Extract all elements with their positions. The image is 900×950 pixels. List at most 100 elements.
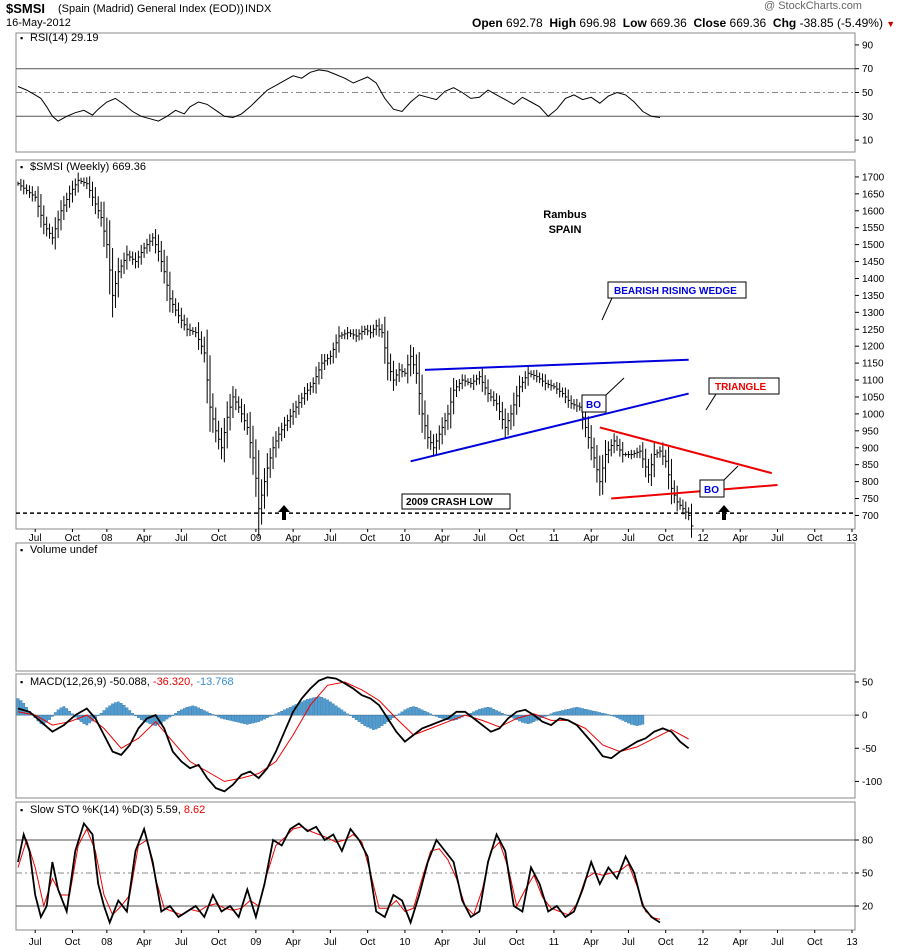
macd-histogram-bar — [426, 712, 430, 716]
date-axis-label: 11 — [549, 937, 560, 948]
macd-histogram-bar — [635, 714, 639, 726]
price-panel-frame — [15, 159, 856, 530]
sto-y-tick-label: 50 — [862, 869, 874, 880]
macd-histogram-bar — [566, 708, 570, 716]
macd-histogram-bar — [237, 714, 241, 723]
rsi-line — [17, 69, 661, 122]
macd-histogram-bar — [62, 706, 66, 716]
macd-histogram-bar — [188, 706, 192, 716]
macd-histogram-bar — [572, 707, 576, 716]
panel-toggle-icon: ▪ — [20, 33, 23, 43]
stockcharts-watermark: @ StockCharts.com — [764, 0, 862, 12]
date-axis-label: 13 — [846, 533, 858, 544]
macd-histogram-bar — [137, 714, 140, 718]
macd-histogram-bar — [314, 697, 318, 716]
macd-histogram-bar — [148, 714, 152, 724]
high-label: High — [549, 16, 577, 30]
date-axis-label: Oct — [211, 937, 227, 948]
macd-histogram-bar — [515, 714, 519, 720]
macd-histogram-bar — [526, 714, 530, 724]
macd-histogram-bar — [205, 711, 209, 716]
panel-toggle-icon: ▪ — [20, 805, 23, 815]
price-y-tick-label: 1300 — [862, 308, 885, 319]
macd-histogram-bar — [440, 714, 444, 719]
macd-histogram-bar — [131, 712, 134, 716]
macd-histogram-bar — [122, 705, 126, 716]
price-y-tick-label: 1550 — [862, 223, 885, 234]
price-y-tick-label: 1050 — [862, 392, 885, 403]
symbol: $SMSI — [6, 1, 46, 16]
bo2-label-box — [699, 479, 725, 498]
up-arrow-icon — [278, 505, 290, 520]
macd-histogram-bar — [202, 710, 206, 716]
close-label: Close — [693, 16, 727, 30]
macd-histogram-bar — [311, 697, 315, 716]
symbol-description: (Spain (Madrid) General Index (EOD)) — [58, 3, 244, 15]
bo1-label-box — [581, 394, 607, 413]
date-axis-label: Oct — [509, 533, 525, 544]
macd-histogram-bar — [389, 714, 392, 720]
triangle-lower-trendline — [611, 483, 778, 500]
macd-histogram-bar — [506, 714, 510, 716]
macd-histogram-bar — [584, 708, 587, 716]
macd-histogram-bar — [435, 714, 438, 717]
macd-histogram-bar — [228, 714, 232, 721]
price-y-tick-label: 1600 — [862, 206, 885, 217]
date-axis-label: Apr — [583, 533, 599, 544]
chg-value: -38.85 (-5.49%) — [799, 16, 883, 30]
date-axis: Jul Jul Oct Oct 08 08 Apr Apr Jul Jul Oct Oct 09 09 Ap… — [29, 529, 858, 948]
date-axis-label: Jul — [175, 937, 188, 948]
macd-histogram-bar — [283, 709, 286, 716]
macd-histogram-bar — [51, 714, 54, 717]
macd-histogram-bar — [604, 713, 607, 716]
macd-histogram-bar — [601, 712, 605, 716]
macd-histogram-bar — [624, 714, 627, 722]
date-axis-label: Jul — [622, 937, 635, 948]
macd-histogram-bar — [300, 701, 304, 716]
date-axis-label: Apr — [583, 937, 599, 948]
date-axis-label: Jul — [771, 533, 784, 544]
macd-histogram-bar — [177, 710, 180, 716]
rsi-y-tick-label: 50 — [862, 88, 874, 99]
rsi-y-tick-label: 70 — [862, 64, 874, 75]
macd-histogram-bar — [486, 707, 490, 716]
date-axis-label: 11 — [549, 533, 560, 544]
macd-histogram-bar — [200, 708, 203, 716]
macd-histogram-bar — [489, 707, 493, 716]
macd-histogram-bar — [372, 714, 375, 730]
macd-histogram-bar — [248, 714, 252, 724]
price-y-tick-label: 1150 — [862, 359, 884, 370]
macd-histogram-bar — [96, 714, 100, 716]
date-axis-label: Oct — [807, 533, 823, 544]
date-axis-label: Oct — [211, 533, 227, 544]
macd-histogram-bar — [564, 709, 567, 716]
macd-histogram-bar — [546, 714, 550, 716]
macd-histogram-bar — [168, 714, 172, 718]
macd-histogram-bar — [251, 714, 255, 724]
sto-d-value: 8.62 — [184, 804, 205, 816]
wedge-upper-trendline — [424, 358, 689, 371]
macd-histogram-bar — [334, 705, 338, 716]
macd-histogram-bar — [119, 703, 123, 716]
macd-histogram-bar — [99, 712, 103, 716]
macd-histogram-bar — [260, 714, 263, 721]
price-y-tick-label: 900 — [862, 443, 879, 454]
macd-histogram-bar — [102, 710, 106, 716]
date-axis-label: Jul — [324, 533, 337, 544]
date-axis-label: 09 — [250, 937, 262, 948]
stochastic-panel-frame — [15, 801, 856, 931]
macd-histogram-bar — [595, 711, 599, 716]
macd-histogram-bar — [492, 708, 496, 716]
macd-histogram-bar — [326, 699, 329, 716]
macd-panel-frame — [15, 673, 856, 799]
macd-y-tick-label: 50 — [862, 677, 874, 688]
rsi-title: RSI(14) 29.19 — [30, 32, 98, 44]
macd-histogram-bar — [214, 714, 218, 716]
macd-histogram-bar — [415, 707, 418, 716]
wedge-label: BEARISH RISING WEDGE — [614, 286, 737, 297]
date-axis-label: Apr — [732, 937, 748, 948]
date-axis-label: Oct — [807, 937, 823, 948]
date-axis-label: Oct — [658, 533, 674, 544]
macd-histogram-bar — [71, 713, 74, 716]
